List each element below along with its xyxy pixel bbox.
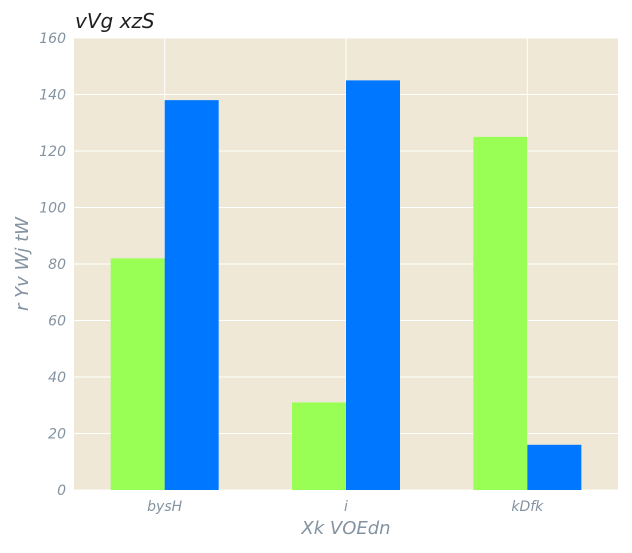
y-tick-label: 100 (39, 201, 66, 217)
x-axis-label: Xk VOEdn (300, 518, 390, 539)
y-tick-label: 40 (48, 370, 66, 386)
y-tick-labels: 0 20 40 60 80 100 120 140 160 (39, 31, 66, 499)
bar-series-2-i (346, 80, 400, 490)
bar-series-2-kDfk (527, 444, 582, 490)
y-tick-label: 80 (48, 257, 66, 273)
y-tick-label: 20 (48, 427, 66, 443)
x-tick-label: i (344, 499, 348, 515)
y-tick-label: 0 (57, 483, 66, 499)
bar-series-1-kDfk (473, 136, 528, 490)
bars (110, 80, 582, 491)
y-tick-label: 160 (39, 31, 66, 47)
chart-title: vVg xzS (75, 9, 155, 33)
y-tick-label: 120 (39, 144, 66, 160)
x-tick-label: bysH (147, 499, 182, 515)
y-tick-label: 60 (48, 314, 66, 330)
x-tick-label: kDfk (511, 499, 544, 515)
bar-series-1-i (292, 402, 346, 490)
y-axis-label: r Yv Wj tW (12, 216, 33, 311)
x-tick-labels: bysH i kDfk (147, 499, 544, 515)
bar-series-1-bysH (110, 258, 165, 490)
bar-series-2-bysH (164, 100, 219, 491)
y-tick-label: 140 (39, 88, 66, 104)
